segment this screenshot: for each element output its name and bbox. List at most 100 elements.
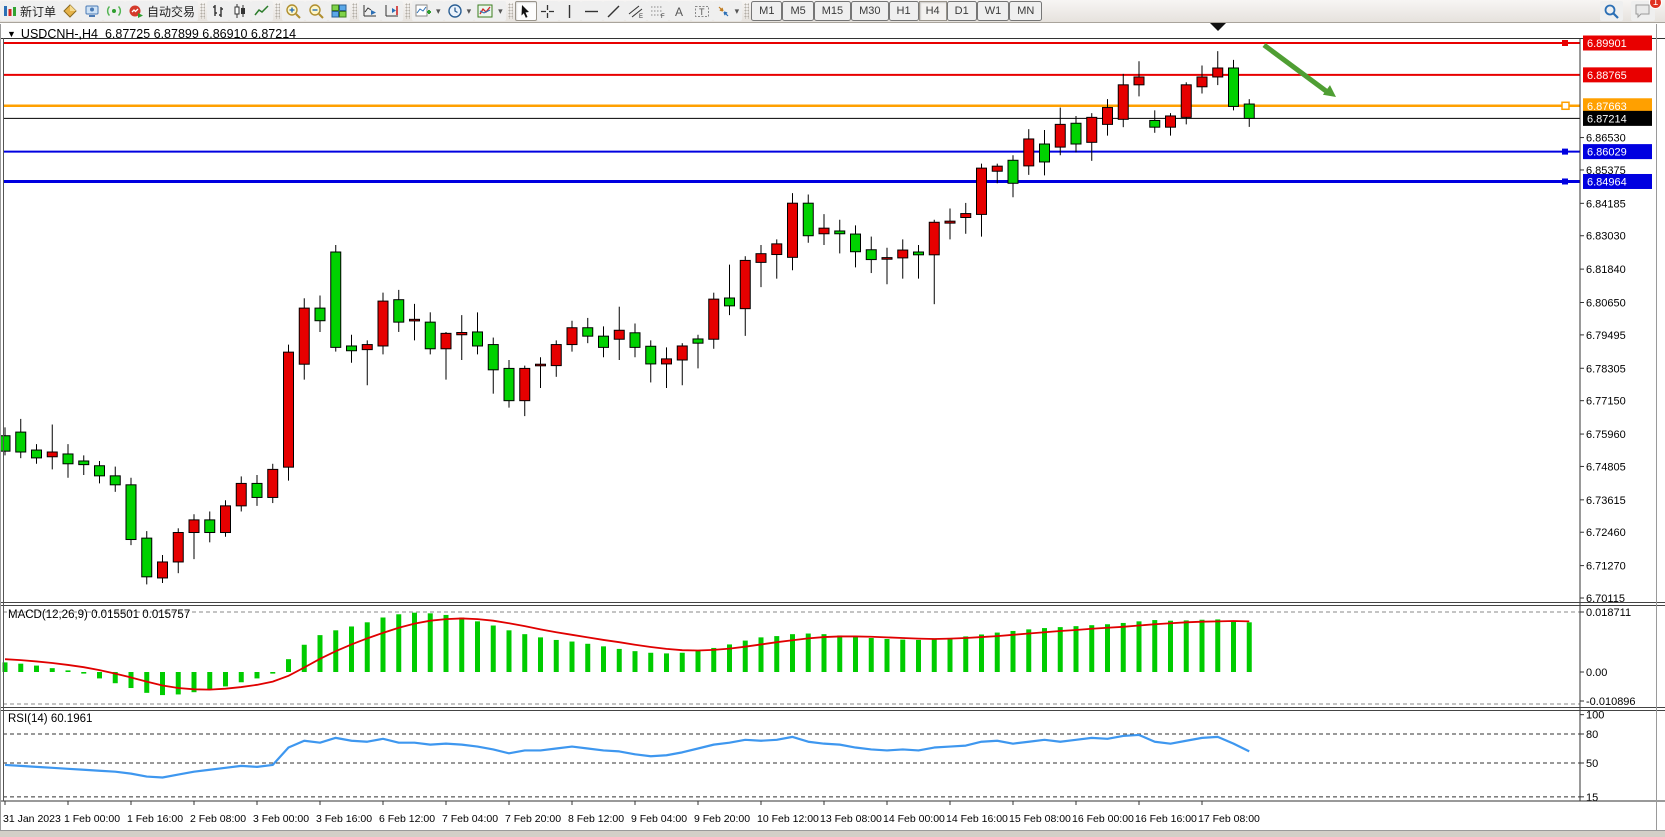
chart-shift-button[interactable] (381, 1, 404, 21)
svg-text:80: 80 (1586, 729, 1598, 741)
vertical-line-tool-button[interactable] (558, 1, 581, 21)
svg-text:6.88765: 6.88765 (1587, 70, 1627, 82)
timeframe-m30[interactable]: M30 (851, 1, 889, 21)
fibonacci-icon: F (650, 6, 665, 19)
svg-text:15: 15 (1586, 792, 1598, 804)
new-order-button[interactable]: 新订单 (0, 1, 60, 21)
toolbar-grip (744, 3, 750, 19)
vertical-line-icon (568, 4, 571, 18)
toolbar-grip (352, 3, 358, 19)
timeframe-h1[interactable]: H1 (888, 1, 919, 21)
toolbar-grip (507, 3, 513, 19)
zoom-in-icon (286, 3, 301, 19)
svg-text:6.72460: 6.72460 (1586, 527, 1626, 539)
rsi-indicator-label: RSI(14) 60.1961 (8, 713, 93, 725)
bar-chart-button[interactable] (207, 1, 230, 21)
timeframe-h4[interactable]: H4 (918, 1, 947, 21)
svg-text:3 Feb 00:00: 3 Feb 00:00 (253, 813, 309, 825)
auto-scroll-button[interactable] (359, 1, 382, 21)
line-chart-button[interactable] (251, 1, 274, 21)
timeframe-m1[interactable]: M1 (751, 1, 783, 21)
text-icon: A (675, 5, 683, 19)
svg-text:100: 100 (1586, 710, 1604, 722)
svg-text:6.75960: 6.75960 (1586, 429, 1626, 441)
fibonacci-tool-button[interactable]: F (646, 1, 669, 21)
line-chart-icon (254, 5, 269, 16)
tile-windows-button[interactable] (328, 1, 351, 21)
cursor-icon (521, 4, 530, 18)
periods-button[interactable]: ▾ (443, 1, 475, 21)
svg-text:T: T (699, 7, 705, 17)
svg-text:6.86530: 6.86530 (1586, 133, 1626, 145)
svg-text:6.84185: 6.84185 (1586, 198, 1626, 210)
gold-cube-button[interactable] (59, 1, 82, 21)
signal-broadcast-button[interactable] (103, 1, 126, 21)
svg-text:9 Feb 04:00: 9 Feb 04:00 (631, 813, 687, 825)
toolbar-grip (275, 3, 281, 19)
signal-broadcast-icon (106, 5, 122, 17)
user-terminal-icon (85, 5, 99, 17)
svg-text:1 Feb 00:00: 1 Feb 00:00 (64, 813, 120, 825)
equidistant-channel-tool-button[interactable]: E (624, 1, 647, 21)
notification-badge[interactable]: 1 (1649, 0, 1662, 9)
candle-chart-button[interactable] (229, 1, 252, 21)
svg-text:6.81840: 6.81840 (1586, 264, 1626, 276)
svg-text:6.73615: 6.73615 (1586, 495, 1626, 507)
text-tool-button[interactable]: A (668, 1, 691, 21)
crosshair-icon (541, 4, 555, 18)
svg-text:6.86029: 6.86029 (1587, 147, 1627, 159)
svg-text:6.84964: 6.84964 (1587, 176, 1627, 188)
indicators-button[interactable]: ▾ (412, 1, 444, 21)
svg-text:6.71270: 6.71270 (1586, 561, 1626, 573)
trendline-tool-button[interactable] (602, 1, 625, 21)
chart-title-text: USDCNH-,H4 6.87725 6.87899 6.86910 6.872… (20, 27, 297, 41)
text-label-tool-button[interactable]: T (690, 1, 713, 21)
svg-text:6 Feb 12:00: 6 Feb 12:00 (379, 813, 435, 825)
templates-button[interactable]: ▾ (474, 1, 506, 21)
svg-text:6.79495: 6.79495 (1586, 330, 1626, 342)
svg-text:-0.010896: -0.010896 (1586, 696, 1636, 708)
horizontal-line-tool-button[interactable] (580, 1, 603, 21)
auto-trading-button[interactable]: 自动交易 (125, 1, 199, 21)
svg-text:9 Feb 20:00: 9 Feb 20:00 (694, 813, 750, 825)
svg-text:15 Feb 08:00: 15 Feb 08:00 (1009, 813, 1071, 825)
svg-text:8 Feb 12:00: 8 Feb 12:00 (568, 813, 624, 825)
svg-text:6.78305: 6.78305 (1586, 363, 1626, 375)
search-icon (1604, 4, 1619, 19)
cursor-tool-button[interactable] (514, 1, 537, 21)
periods-icon (447, 4, 462, 18)
svg-text:50: 50 (1586, 758, 1598, 770)
symbol-dropdown-icon[interactable]: ▼ (7, 29, 16, 39)
arrows-tool-button[interactable]: ▾ (712, 1, 743, 21)
search-button[interactable] (1600, 1, 1623, 21)
timeframe-d1[interactable]: D1 (946, 1, 977, 21)
svg-text:E: E (639, 14, 643, 19)
svg-text:A: A (675, 5, 683, 19)
svg-text:6.89901: 6.89901 (1587, 38, 1627, 50)
svg-text:14 Feb 16:00: 14 Feb 16:00 (946, 813, 1008, 825)
crosshair-tool-button[interactable] (536, 1, 559, 21)
svg-text:10 Feb 12:00: 10 Feb 12:00 (757, 813, 819, 825)
timeframe-m5[interactable]: M5 (782, 1, 814, 21)
svg-text:16 Feb 16:00: 16 Feb 16:00 (1135, 813, 1197, 825)
svg-text:31 Jan 2023: 31 Jan 2023 (3, 813, 61, 825)
trendline-icon (607, 5, 620, 17)
timeframe-m15[interactable]: M15 (813, 1, 852, 21)
timeframe-mn[interactable]: MN (1009, 1, 1043, 21)
timeframe-w1[interactable]: W1 (976, 1, 1010, 21)
chevron-down-icon: ▾ (498, 5, 503, 16)
svg-text:6.85375: 6.85375 (1586, 165, 1626, 177)
zoom-out-button[interactable] (305, 1, 329, 21)
svg-text:14 Feb 00:00: 14 Feb 00:00 (883, 813, 945, 825)
chat-button[interactable] (1631, 1, 1655, 21)
svg-text:6.70115: 6.70115 (1586, 593, 1625, 605)
svg-text:7 Feb 20:00: 7 Feb 20:00 (505, 813, 561, 825)
tile-windows-icon (331, 4, 347, 18)
svg-text:6.74805: 6.74805 (1586, 461, 1626, 473)
text-label-icon: T (694, 5, 709, 17)
zoom-in-button[interactable] (282, 1, 306, 21)
user-terminal-button[interactable] (81, 1, 104, 21)
equidistant-channel-icon: E (628, 5, 643, 19)
svg-text:2 Feb 08:00: 2 Feb 08:00 (190, 813, 246, 825)
